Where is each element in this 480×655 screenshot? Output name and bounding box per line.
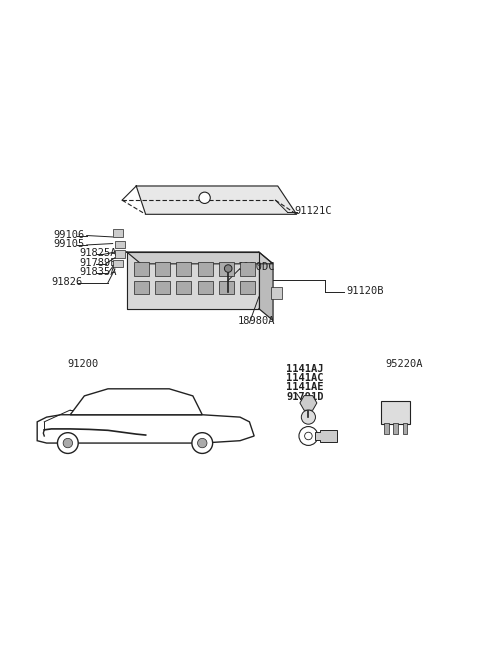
Text: 1141AJ: 1141AJ (286, 364, 324, 373)
Polygon shape (70, 389, 202, 415)
Bar (113, 259, 123, 267)
Text: 95220A: 95220A (385, 359, 423, 369)
Polygon shape (127, 252, 259, 309)
Polygon shape (37, 415, 254, 443)
Circle shape (58, 433, 78, 453)
Polygon shape (127, 252, 273, 264)
Text: 1141AC: 1141AC (286, 373, 324, 383)
Text: 91200: 91200 (68, 359, 99, 369)
Circle shape (225, 265, 232, 272)
Bar (115, 250, 125, 257)
Polygon shape (259, 252, 273, 320)
Bar (384, 423, 389, 434)
Bar (115, 241, 125, 248)
Text: 1130DC: 1130DC (238, 262, 275, 272)
Text: 91789E: 91789E (80, 258, 117, 268)
Text: 91120B: 91120B (346, 286, 384, 295)
Bar (176, 263, 192, 276)
Bar (198, 263, 213, 276)
Bar (240, 281, 255, 295)
Text: 99106: 99106 (54, 230, 85, 240)
Text: 91825A: 91825A (80, 248, 117, 259)
Circle shape (198, 438, 207, 448)
Bar (271, 288, 282, 299)
Bar (155, 281, 170, 295)
Text: 91835A: 91835A (80, 267, 117, 277)
Bar (113, 229, 123, 237)
Text: 91826: 91826 (51, 277, 83, 287)
Bar (403, 423, 408, 434)
Circle shape (305, 432, 312, 440)
Circle shape (63, 438, 72, 448)
Bar (240, 263, 255, 276)
Bar (134, 263, 149, 276)
Text: 18980A: 18980A (238, 316, 275, 326)
Text: 99105: 99105 (54, 239, 85, 249)
Bar (198, 281, 213, 295)
Bar (219, 281, 234, 295)
Bar (155, 263, 170, 276)
Circle shape (199, 192, 210, 204)
Bar (176, 281, 192, 295)
Polygon shape (136, 186, 297, 214)
Polygon shape (300, 396, 317, 410)
Circle shape (301, 410, 315, 424)
Polygon shape (315, 430, 336, 441)
Circle shape (192, 433, 213, 453)
Bar (382, 401, 410, 424)
Text: 91791D: 91791D (286, 392, 324, 402)
Bar (393, 423, 398, 434)
Circle shape (299, 426, 318, 445)
Bar (219, 263, 234, 276)
Bar (134, 281, 149, 295)
Text: 1141AE: 1141AE (286, 383, 324, 392)
Text: 91121C: 91121C (294, 206, 332, 215)
